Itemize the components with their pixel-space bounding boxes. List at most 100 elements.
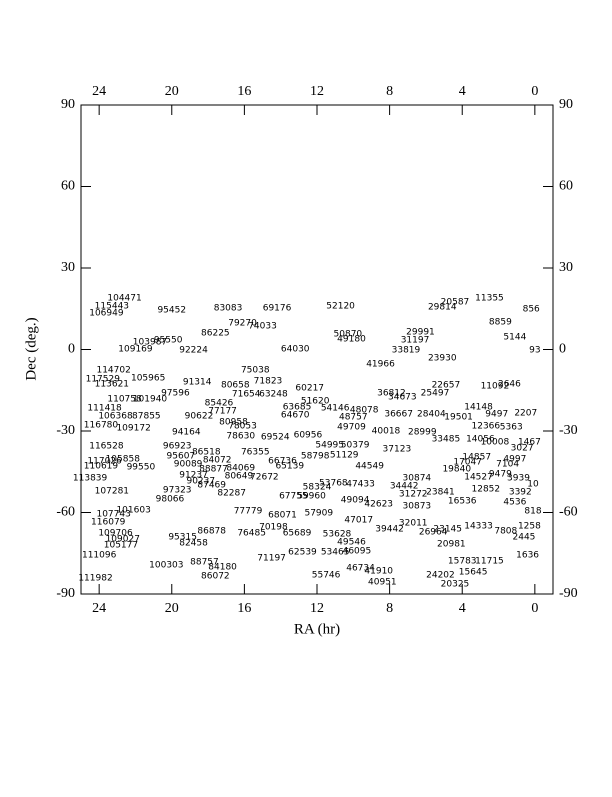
star-label: 36812: [377, 388, 406, 398]
star-label: 54995: [315, 440, 344, 450]
star-label: 46734: [346, 563, 375, 573]
star-label: 105858: [106, 454, 141, 464]
star-label: 66736: [268, 456, 297, 466]
x-tick-label-top: 20: [165, 84, 179, 99]
x-axis-label: RA (hr): [294, 621, 340, 637]
star-label: 20981: [437, 540, 466, 550]
star-label: 8859: [489, 318, 512, 328]
star-label: 105177: [104, 541, 138, 551]
star-label: 70198: [259, 522, 288, 532]
star-label: 115443: [95, 302, 129, 312]
star-label: 106368: [98, 412, 133, 422]
star-label: 28999: [408, 428, 437, 438]
star-label: 113621: [95, 380, 129, 390]
star-label: 110619: [84, 462, 119, 472]
x-tick-label-top: 4: [459, 84, 466, 99]
star-label: 48078: [350, 406, 379, 416]
star-label: 95550: [154, 335, 183, 345]
star-label: 20325: [441, 579, 470, 589]
star-label: 15783: [448, 556, 477, 566]
star-label: 109172: [116, 424, 150, 434]
star-label: 53628: [323, 529, 352, 539]
star-label: 91237: [179, 471, 208, 481]
star-label: 71197: [257, 553, 286, 563]
star-label: 50379: [341, 440, 370, 450]
star-label: 96923: [163, 441, 192, 451]
star-label: 80658: [221, 381, 250, 391]
star-label: 2646: [498, 380, 521, 390]
star-label: 117026: [87, 456, 122, 466]
star-label: 86072: [201, 572, 230, 582]
star-label: 48757: [339, 412, 368, 422]
star-label: 3392: [509, 487, 532, 497]
star-label: 98066: [156, 494, 185, 504]
star-label: 74033: [248, 322, 277, 332]
star-label: 52120: [326, 302, 355, 312]
star-label: 7808: [494, 526, 517, 536]
star-label: 93: [529, 346, 540, 356]
star-label: 85426: [205, 399, 234, 409]
star-label: 14857: [462, 453, 491, 463]
star-label: 11092: [481, 381, 510, 391]
star-label: 91314: [183, 378, 212, 388]
x-tick-label-top: 0: [531, 84, 538, 99]
y-tick-label-right: -60: [559, 505, 578, 520]
star-label: 88757: [190, 557, 219, 567]
star-label: 63248: [259, 390, 288, 400]
star-label: 90089: [174, 459, 203, 469]
star-label: 109027: [106, 534, 140, 544]
star-label: 49180: [337, 334, 366, 344]
star-label: 9497: [485, 409, 508, 419]
star-label: 33819: [392, 346, 421, 356]
star-label: 111418: [87, 403, 122, 413]
star-label: 29991: [406, 328, 435, 338]
star-label: 105965: [131, 374, 165, 384]
star-label: 86878: [197, 526, 226, 536]
x-tick-label-top: 8: [386, 84, 393, 99]
star-label: 95315: [168, 532, 197, 542]
star-label: 78630: [226, 431, 255, 441]
star-label: 14148: [464, 403, 493, 413]
star-label: 77177: [208, 406, 237, 416]
y-tick-label: 60: [61, 179, 75, 194]
star-label: 86518: [192, 447, 221, 457]
star-label: 64030: [281, 344, 310, 354]
star-label: 83083: [214, 303, 243, 313]
star-label: 59960: [297, 491, 326, 501]
star-label: 53768: [319, 478, 348, 488]
star-label: 818: [524, 506, 541, 516]
star-label: 34442: [390, 481, 419, 491]
star-label: 67755: [279, 491, 308, 501]
star-label: 23145: [433, 525, 462, 535]
star-label: 113839: [73, 473, 108, 483]
star-label: 26964: [419, 528, 448, 538]
star-label: 22657: [432, 381, 461, 391]
star-label: 14056: [466, 434, 495, 444]
star-label: 65689: [283, 528, 312, 538]
y-tick-label-right: -30: [559, 423, 578, 438]
star-label: 30873: [403, 501, 432, 511]
star-label: 5144: [503, 333, 526, 343]
star-label: 111096: [82, 550, 117, 560]
star-label: 31197: [401, 335, 430, 345]
star-label: 58798: [301, 451, 330, 461]
star-label: 84180: [208, 562, 237, 572]
star-label: 4536: [503, 497, 526, 507]
star-label: 95452: [157, 306, 186, 316]
star-label: 90237: [186, 476, 215, 486]
y-tick-label: 30: [61, 260, 75, 275]
star-label: 49709: [337, 422, 366, 432]
star-label: 4997: [503, 454, 526, 464]
star-label: 71654: [232, 390, 261, 400]
star-label: 76355: [241, 447, 270, 457]
star-label: 63685: [283, 403, 312, 413]
star-label: 109169: [118, 344, 153, 354]
x-tick-label: 4: [459, 601, 466, 616]
x-tick-label: 0: [531, 601, 538, 616]
star-label: 20587: [441, 297, 470, 307]
star-label: 40951: [368, 578, 397, 588]
star-label: 9479: [489, 469, 512, 479]
star-label: 84069: [226, 463, 255, 473]
star-label: 47433: [346, 479, 375, 489]
